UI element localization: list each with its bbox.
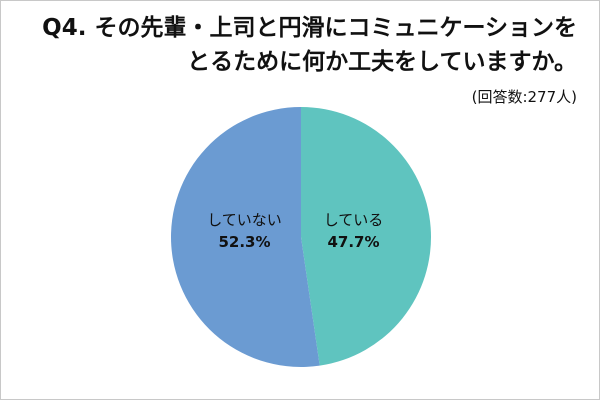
slice-label-1: している xyxy=(324,211,384,229)
slice-label-2: していない xyxy=(207,211,282,229)
respondent-count-note: (回答数:277人) xyxy=(471,88,577,106)
chart-title: Q4. その先輩・上司と円滑にコミュニケーションを とるために何か工夫をしていま… xyxy=(21,11,577,79)
slice-value-1: 47.7% xyxy=(327,233,379,251)
slice-value-2: 52.3% xyxy=(218,233,270,251)
chart-title-line-2: とるために何か工夫をしていますか。 xyxy=(187,49,577,75)
pie-slice-2 xyxy=(171,107,320,367)
pie-slice-1 xyxy=(301,107,431,366)
chart-title-line-1: Q4. その先輩・上司と円滑にコミュニケーションを xyxy=(42,15,577,41)
